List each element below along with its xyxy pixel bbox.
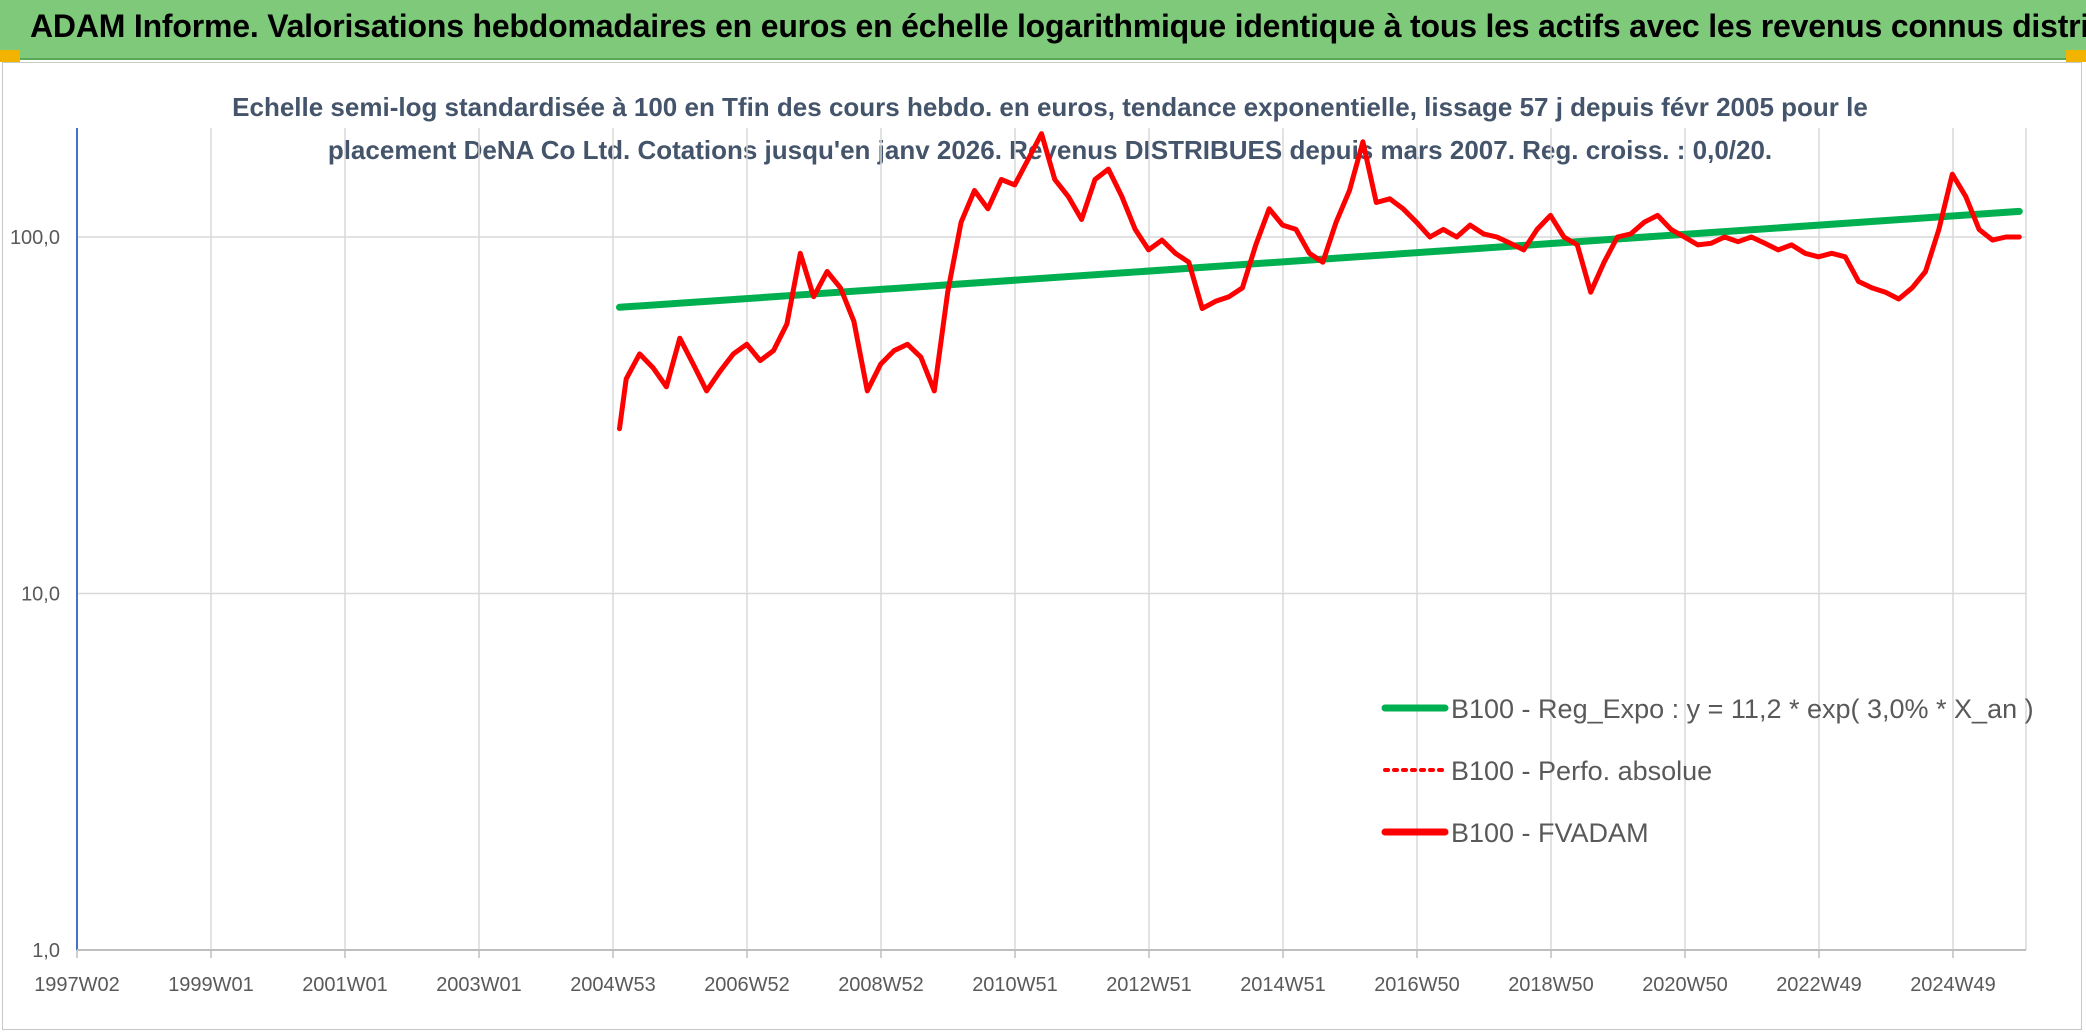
x-tick-label: 2014W51 [1240,974,1326,996]
x-tick-label: 2022W49 [1776,974,1862,996]
grid-lines [76,128,2027,951]
x-tick-label: 1999W01 [168,974,254,996]
legend: B100 - Reg_Expo : y = 11,2 * exp( 3,0% *… [1381,694,2034,848]
corner-marker-right [2066,50,2086,62]
x-tick-label: 2008W52 [838,974,924,996]
y-tick-label: 10,0 [21,584,60,606]
series-layer [616,131,2023,432]
y-tick-label: 100,0 [10,227,60,249]
chart-frame [2,62,2082,1030]
x-tick-label: 2004W53 [570,974,656,996]
x-tick-label: 2003W01 [436,974,522,996]
x-tick-label: 2001W01 [302,974,388,996]
chart-title: Echelle semi-log standardisée à 100 en T… [232,92,1868,165]
y-tick-label: 1,0 [32,940,60,962]
x-tick-label: 2024W49 [1910,974,1996,996]
report-title: ADAM Informe. Valorisations hebdomadaire… [30,8,2086,44]
x-tick-label: 1997W02 [34,974,120,996]
legend-entry: B100 - Reg_Expo : y = 11,2 * exp( 3,0% *… [1451,694,2034,724]
legend-entry: B100 - Perfo. absolue [1451,756,1712,786]
axes [76,128,2026,958]
x-tick-label: 2006W52 [704,974,790,996]
tick-labels: 1,0 10,0 100,0 1997W02 1999W01 2001W01 2003W01… [10,227,1996,996]
corner-marker-left [0,50,20,62]
x-tick-label: 2018W50 [1508,974,1594,996]
report-banner: ADAM Informe. Valorisations hebdomadaire… [0,0,2086,60]
x-tick-label: 2010W51 [972,974,1058,996]
series-line-2 [617,131,2022,432]
legend-entry: B100 - FVADAM [1451,818,1649,848]
x-tick-label: 2012W51 [1106,974,1192,996]
x-tick-label: 2020W50 [1642,974,1728,996]
x-tick-label: 2016W50 [1374,974,1460,996]
